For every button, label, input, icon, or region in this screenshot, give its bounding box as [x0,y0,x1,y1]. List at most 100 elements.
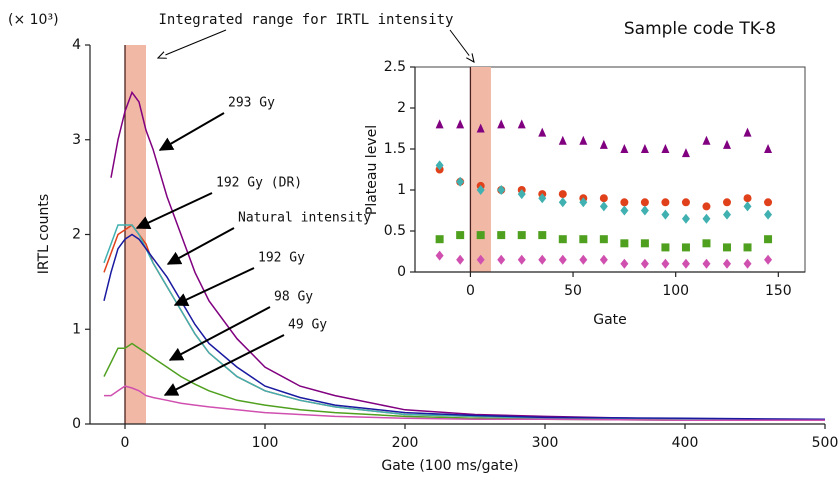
series-arrow [166,227,235,265]
y-tick-label: 3 [72,132,81,148]
y-axis-label: IRTL counts [36,194,52,274]
data-line [103,233,826,421]
data-point [538,193,547,204]
data-point [558,190,567,199]
data-point [743,258,752,269]
data-point [702,239,711,248]
data-point [702,202,711,211]
x-axis-label: Gate (100 ms/gate) [381,458,518,474]
data-point [640,205,649,216]
data-point [517,189,526,200]
series-arrow [158,112,225,151]
data-point [435,250,444,261]
data-point [661,258,670,269]
data-point [764,254,773,265]
data-point [640,239,649,248]
data-point [764,209,773,220]
data-point [476,123,485,133]
data-point [661,243,670,252]
data-point [723,258,731,269]
data-point [456,254,465,265]
data-point [497,119,506,129]
data-point [558,135,567,145]
x-tick-label: 500 [812,435,839,451]
data-point [723,243,731,252]
data-point [702,258,711,269]
x-tick-label: 0 [121,435,130,451]
x-tick-label: 100 [252,435,279,451]
data-line [103,224,826,421]
data-point [723,139,731,149]
data-point [456,119,465,129]
data-point [681,148,690,158]
y-tick-label: 1 [397,182,406,198]
data-point [620,144,629,153]
data-point [640,258,649,269]
data-point [723,198,731,207]
data-point [723,209,731,220]
data-point [599,201,608,212]
data-point [538,127,547,137]
y-tick-label: 1 [72,321,81,337]
data-point [497,185,506,195]
data-point [620,205,629,216]
y-tick-label: 1.5 [384,141,406,157]
y-tick-label: 0 [72,416,81,432]
data-point [558,235,567,244]
data-point [435,235,444,244]
data-point [435,160,444,171]
data-point [702,135,711,145]
data-point [497,231,506,240]
data-point [681,258,690,269]
x-tick-label: 400 [672,435,699,451]
data-point [517,119,526,129]
data-point [661,209,670,220]
data-point [599,194,608,203]
series-label: 293 Gy [228,96,275,111]
data-point [743,201,752,212]
y-axis-label: Plateau level [364,125,380,215]
data-point [620,258,629,269]
x-tick-label: 150 [765,283,792,299]
series-arrow [168,306,271,361]
pointer-arrow [449,29,474,62]
data-line [103,342,825,421]
data-point [661,144,670,153]
data-point [599,254,608,265]
data-point [579,235,588,244]
data-point [538,231,547,240]
data-point [743,127,752,137]
series-arrow [135,192,213,230]
data-point [681,198,690,207]
x-tick-label: 100 [662,283,689,299]
data-point [681,213,690,224]
series-label: Natural intensity [238,211,371,226]
data-point [579,254,588,265]
data-point [456,231,465,240]
series-label: 49 Gy [288,318,327,333]
x-axis-label: Gate [593,312,627,328]
y-multiplier: (× 10³) [8,12,59,28]
y-tick-label: 2 [397,100,406,116]
data-point [435,119,444,129]
series-label: 192 Gy [258,251,305,266]
y-tick-label: 0.5 [384,223,406,239]
data-point [620,198,629,207]
x-tick-label: 200 [392,435,419,451]
series-arrow [163,334,285,396]
data-point [579,135,588,145]
data-point [702,213,711,224]
data-point [497,254,506,265]
pointer-arrow [158,29,227,58]
y-tick-label: 2.5 [384,59,406,75]
x-tick-label: 300 [532,435,559,451]
series-label: 192 Gy (DR) [216,176,302,191]
data-point [764,144,773,153]
data-point [743,194,752,203]
data-point [517,231,526,240]
data-point [764,235,773,244]
data-point [743,243,752,252]
data-point [476,185,485,195]
data-point [456,176,465,187]
